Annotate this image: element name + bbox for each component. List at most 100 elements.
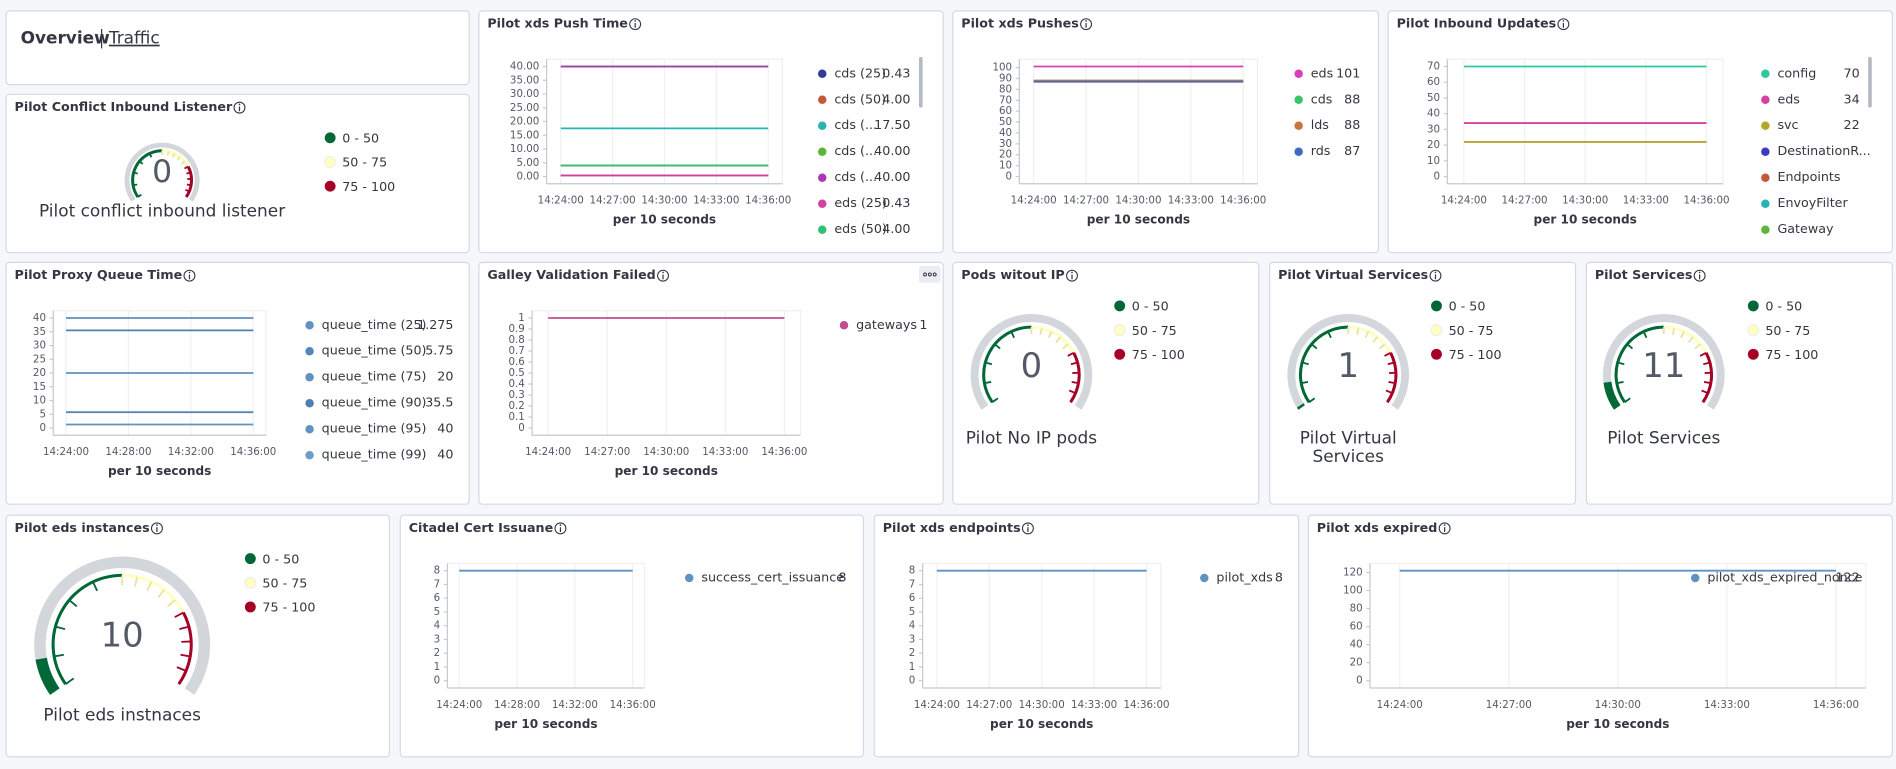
panel-title: Pilot Inbound Updates [1397, 16, 1557, 31]
panel [1585, 261, 1893, 505]
gauge-track [34, 556, 211, 695]
legend-value: 4.00 [882, 91, 910, 106]
gauge-tick [176, 666, 187, 672]
gauge-tick [1068, 389, 1076, 394]
x-tick-label: 14:27:00 [1502, 195, 1548, 207]
panel [952, 261, 1260, 505]
legend-dot [244, 576, 257, 589]
legend-value: 88 [1344, 91, 1360, 106]
x-tick-label: 14:36:00 [1683, 195, 1729, 207]
gauge-value [1603, 381, 1621, 410]
legend-label: pilot_xds_expired_nonce [1707, 569, 1862, 584]
panel-menu-dot [927, 272, 932, 277]
legend-value: 5.75 [425, 343, 453, 358]
x-tick-label: 14:24:00 [1441, 195, 1487, 207]
y-tick-label: 40 [1350, 639, 1363, 651]
legend-scrollbar [918, 56, 923, 108]
panel-title: Pilot Conflict Inbound Listener [15, 99, 233, 114]
legend-value: 40.00 [874, 169, 910, 184]
y-tick-label: 40 [1427, 108, 1440, 120]
legend-label: 0 - 50 [1132, 299, 1169, 314]
y-tick-label: 35 [33, 326, 46, 338]
gauge-tick [138, 160, 144, 165]
y-tick-label: 5.00 [516, 157, 539, 169]
legend-dot [1691, 573, 1700, 583]
legend-dot [1294, 121, 1303, 130]
panel-title: Pilot Services [1595, 267, 1693, 282]
gauge-range [1701, 352, 1714, 404]
y-tick-label: 0 [909, 675, 916, 687]
legend-dot [1113, 324, 1126, 337]
gauge-tick [134, 576, 139, 587]
legend-dot [818, 69, 827, 78]
y-tick-label: 5 [434, 606, 441, 618]
legend-value: 87 [1344, 143, 1360, 158]
legend-value: 8 [838, 569, 846, 584]
gauge-tick [1364, 331, 1370, 339]
y-tick-label: 7 [434, 578, 441, 590]
x-tick-label: 14:30:00 [1595, 699, 1641, 711]
y-tick-label: 0.6 [508, 356, 524, 368]
x-tick-label: 14:30:00 [1115, 195, 1161, 207]
x-tick-label: 14:28:00 [105, 446, 151, 458]
gauge-track [1603, 314, 1725, 410]
gauge-label-box: Pilot Services [1607, 430, 1720, 447]
legend-dot [685, 573, 694, 583]
gauge-tick [994, 343, 1001, 350]
info-icon [233, 101, 246, 114]
header-link[interactable]: Traffic [108, 28, 160, 48]
gauge-label: Pilot Virtual Services [1299, 430, 1397, 467]
legend-label: 75 - 100 [1765, 347, 1818, 362]
info-icon-dot [634, 20, 637, 22]
y-tick-label: 15.00 [510, 129, 539, 141]
y-tick-label: 120 [1343, 567, 1363, 579]
panel [873, 514, 1300, 758]
y-tick-label: 0 [1006, 171, 1013, 183]
info-icon-dot [1562, 20, 1565, 22]
info-icon [1021, 522, 1034, 535]
legend-label: cds [1311, 91, 1333, 106]
panel [5, 514, 390, 758]
gauge-range [1614, 325, 1664, 404]
legend-label: config [1777, 65, 1816, 80]
x-axis-label: per 10 seconds [108, 464, 211, 478]
gauge-range [184, 165, 193, 198]
legend-label: queue_time (90) [322, 395, 427, 410]
info-icon [657, 269, 670, 282]
gauge-tick [180, 653, 191, 658]
legend-dot [305, 425, 314, 434]
y-tick-label: 40.00 [510, 61, 539, 73]
legend-label: 50 - 75 [1765, 323, 1810, 338]
info-icon [1080, 18, 1093, 31]
gauge-tick [1701, 389, 1709, 394]
x-tick-label: 14:33:00 [702, 446, 748, 458]
legend-value: 1 [919, 317, 927, 332]
panel-title: Pilot xds endpoints [883, 520, 1021, 535]
panel-menu-button[interactable] [918, 266, 941, 283]
info-icon [629, 18, 642, 31]
legend-dot [818, 225, 827, 234]
gauge-tick [984, 381, 992, 385]
legend-label: eds (25) [834, 195, 887, 210]
y-tick-label: 3 [909, 633, 916, 645]
legend-dot [1114, 348, 1126, 360]
legend-label: cds (... [834, 143, 877, 158]
gauge-tick [1385, 389, 1393, 394]
y-tick-label: 0.8 [508, 334, 524, 346]
y-tick-label: 1 [434, 661, 441, 673]
gauge-tick [1039, 328, 1043, 336]
gauge-label-box: Pilot No IP pods [966, 430, 1097, 447]
x-axis-label: per 10 seconds [1534, 213, 1637, 227]
legend-label: eds [1777, 91, 1799, 106]
gauge-tick [180, 160, 186, 165]
gauge-tick [1301, 361, 1309, 366]
gauge-value-label: 1 [1337, 346, 1359, 385]
y-tick-label: 5 [39, 408, 46, 420]
y-tick-label: 100 [1343, 585, 1363, 597]
gauge-tick [1067, 351, 1075, 357]
legend-value: 0.43 [882, 65, 910, 80]
y-tick-label: 90 [999, 72, 1012, 84]
y-tick-label: 4 [909, 620, 916, 632]
gauge-tick [1384, 351, 1391, 357]
panel-title: Pilot xds Push Time [487, 16, 628, 31]
